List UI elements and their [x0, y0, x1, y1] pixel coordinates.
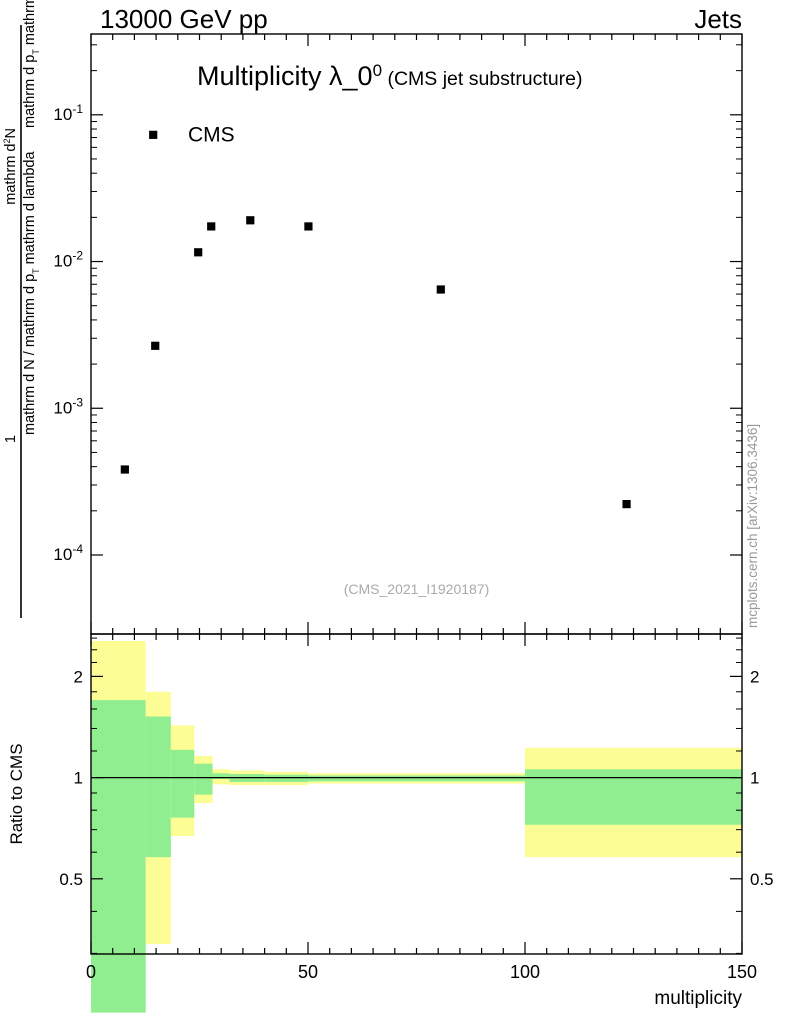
svg-text:13000 GeV pp: 13000 GeV pp — [100, 4, 268, 34]
svg-text:150: 150 — [727, 962, 757, 982]
svg-text:mcplots.cern.ch [arXiv:1306.34: mcplots.cern.ch [arXiv:1306.3436] — [745, 424, 760, 628]
svg-text:Jets: Jets — [694, 4, 742, 34]
svg-text:2: 2 — [750, 667, 759, 686]
svg-text:(CMS_2021_I1920187): (CMS_2021_I1920187) — [344, 581, 490, 597]
svg-text:1: 1 — [74, 769, 83, 788]
svg-text:Ratio to CMS: Ratio to CMS — [7, 743, 26, 844]
svg-text:1: 1 — [3, 435, 19, 443]
svg-text:100: 100 — [510, 962, 540, 982]
svg-text:0.5: 0.5 — [750, 870, 774, 889]
svg-text:2: 2 — [74, 667, 83, 686]
svg-text:multiplicity: multiplicity — [654, 988, 742, 1009]
svg-text:0: 0 — [86, 962, 96, 982]
svg-text:50: 50 — [298, 962, 318, 982]
svg-text:1: 1 — [750, 769, 759, 788]
svg-text:CMS: CMS — [188, 123, 235, 146]
svg-text:0.5: 0.5 — [59, 870, 83, 889]
